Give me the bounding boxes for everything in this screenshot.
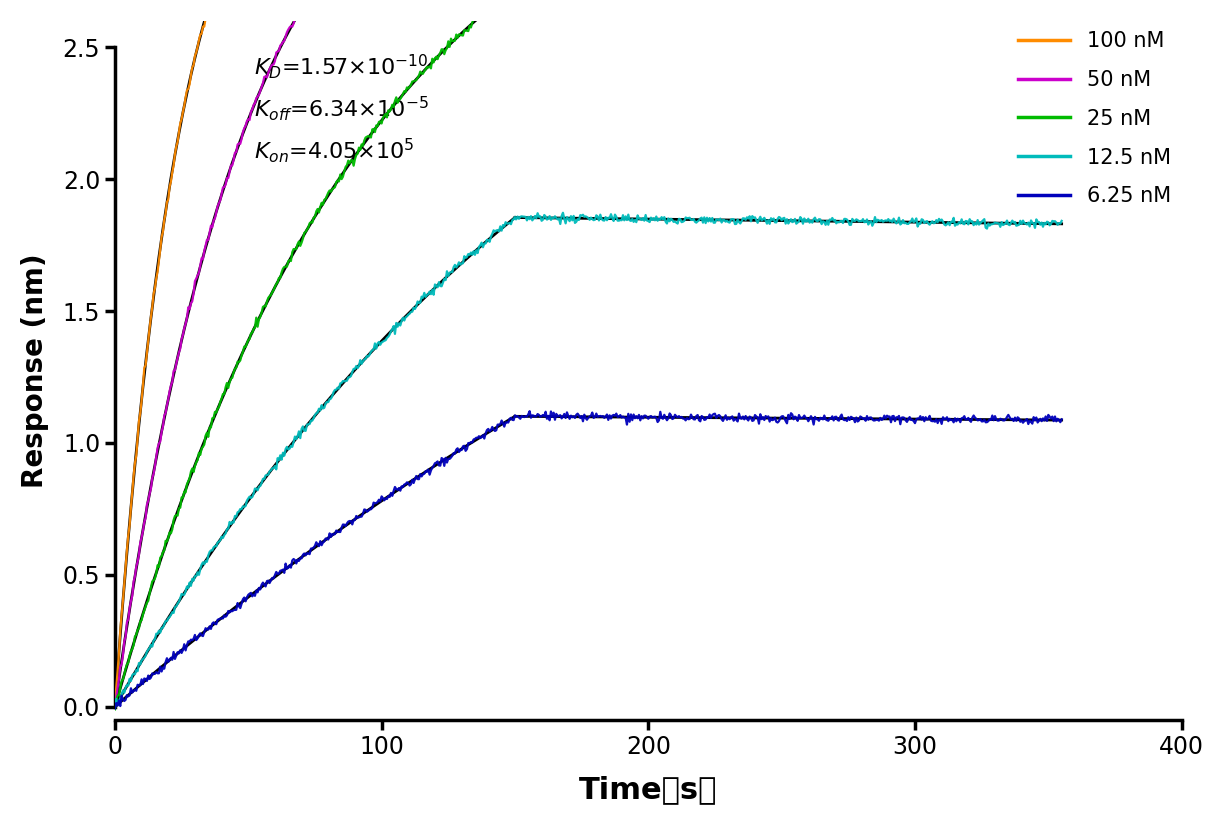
Text: $K_{off}$=6.34×10$^{-5}$: $K_{off}$=6.34×10$^{-5}$: [254, 94, 429, 123]
Text: $K_{on}$=4.05×10$^{5}$: $K_{on}$=4.05×10$^{5}$: [254, 136, 414, 165]
Text: $K_D$=1.57×10$^{-10}$: $K_D$=1.57×10$^{-10}$: [254, 52, 429, 81]
Legend: 100 nM, 50 nM, 25 nM, 12.5 nM, 6.25 nM: 100 nM, 50 nM, 25 nM, 12.5 nM, 6.25 nM: [1018, 31, 1171, 206]
Y-axis label: Response (nm): Response (nm): [21, 253, 49, 488]
X-axis label: Time（s）: Time（s）: [579, 776, 718, 804]
